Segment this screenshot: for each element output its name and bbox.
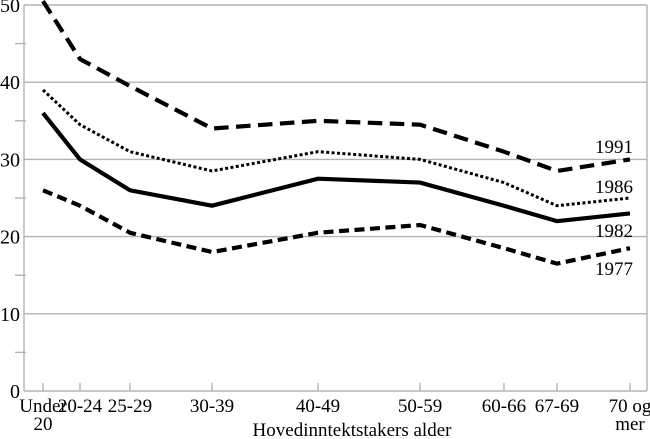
y-axis-tick-label: 20 <box>0 227 20 249</box>
series-line-1977 <box>42 188 631 266</box>
series-line-1982 <box>41 111 631 224</box>
x-category-label: 67-69 <box>535 396 579 417</box>
x-category-label: 60-66 <box>482 396 526 417</box>
x-category-label: 40-49 <box>296 396 340 417</box>
y-axis-tick-label: 50 <box>0 0 20 17</box>
series-label-1986: 1986 <box>595 177 633 198</box>
series-line-1991 <box>41 0 631 174</box>
x-category-label: 50-59 <box>398 396 442 417</box>
x-category-label: Under 20 <box>19 396 67 435</box>
y-axis-tick-label: 0 <box>10 381 20 403</box>
x-category-label: 25-29 <box>108 396 152 417</box>
x-category-label: 30-39 <box>190 396 234 417</box>
series-line-1986 <box>41 88 631 208</box>
y-axis-tick-label: 10 <box>0 304 20 326</box>
x-category-label: 20-24 <box>58 396 103 417</box>
x-category-label: 70 og mer <box>609 396 650 435</box>
series-label-1982: 1982 <box>595 221 633 242</box>
series-label-1977: 1977 <box>595 259 633 280</box>
grid-layer <box>15 4 648 392</box>
series-label-1991: 1991 <box>595 137 633 158</box>
x-axis-title: Hovedinntektstakers alder <box>253 420 453 439</box>
y-axis-tick-label: 40 <box>0 72 20 94</box>
y-axis-tick-label: 30 <box>0 149 20 171</box>
series-layer <box>41 0 631 266</box>
